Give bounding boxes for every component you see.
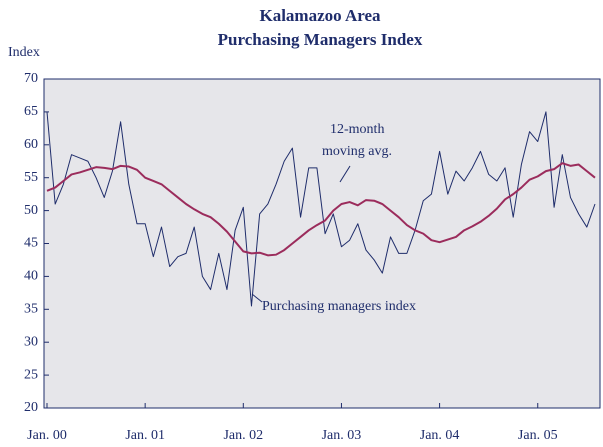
y-tick-label: 50 [24,203,38,218]
y-tick-label: 25 [24,367,38,382]
x-tick-label: Jan. 01 [125,428,165,443]
annotation: Purchasing managers index [262,299,416,314]
y-tick-label: 40 [24,269,38,284]
x-tick-label: Jan. 05 [518,428,558,443]
y-tick-label: 70 [24,71,38,86]
annotation-pointer [339,165,351,183]
chart-title: Kalamazoo Area [259,6,381,25]
y-tick-label: 65 [24,104,38,119]
plot-area [43,78,601,409]
y-tick-label: 60 [24,137,38,152]
chart-title: Purchasing Managers Index [218,30,423,49]
y-tick-label: 20 [24,400,38,415]
x-tick-label: Jan. 04 [420,428,460,443]
y-axis-label: Index [8,45,40,60]
series-line [46,111,596,307]
x-tick-label: Jan. 00 [27,428,67,443]
y-tick-label: 35 [24,302,38,317]
series-line [46,162,596,257]
y-tick-label: 45 [24,236,38,251]
y-tick-label: 30 [24,334,38,349]
annotation-pointer [251,293,263,303]
annotation: 12-month [330,122,384,137]
x-tick-label: Jan. 03 [322,428,362,443]
y-tick-label: 55 [24,170,38,185]
x-tick-label: Jan. 02 [223,428,263,443]
annotation: moving avg. [322,144,392,159]
